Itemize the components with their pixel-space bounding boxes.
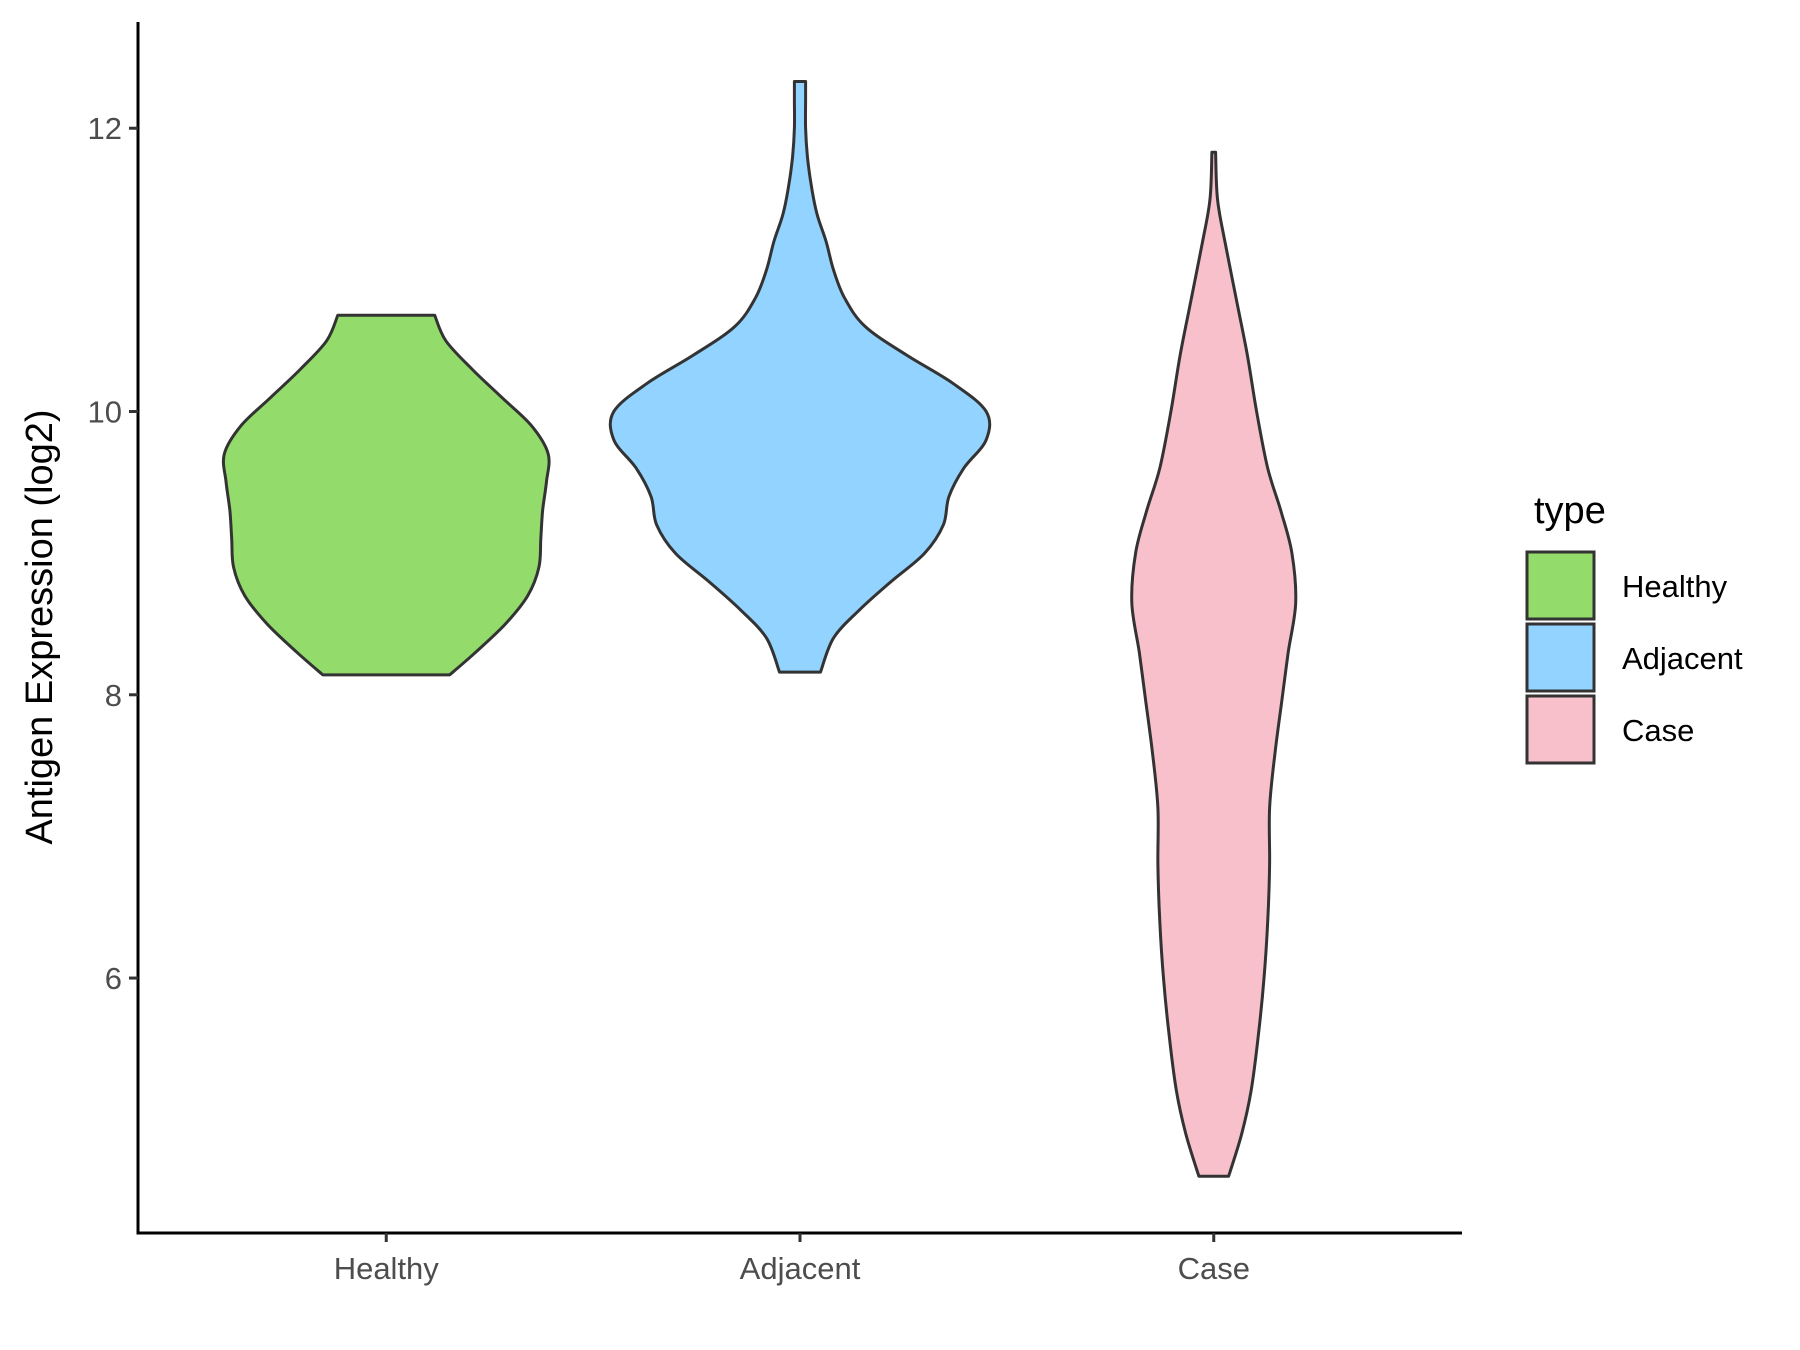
violin-case xyxy=(1130,150,1298,1178)
y-tick-label: 12 xyxy=(88,111,122,146)
violins-layer xyxy=(221,80,1298,1178)
violin-adjacent xyxy=(608,80,992,674)
y-tick-label: 8 xyxy=(105,678,122,713)
violin-healthy xyxy=(221,313,551,677)
legend-label: Adjacent xyxy=(1622,641,1743,676)
legend-key-healthy xyxy=(1525,550,1596,621)
legend-items: Healthy Adjacent Case xyxy=(1525,550,1743,765)
legend-key-adjacent xyxy=(1525,622,1596,693)
x-tick-label: Healthy xyxy=(334,1251,440,1286)
legend-label: Case xyxy=(1622,713,1694,748)
legend-key-case xyxy=(1525,694,1596,765)
legend-label: Healthy xyxy=(1622,569,1728,604)
x-tick-label: Case xyxy=(1178,1251,1250,1286)
y-tick-label: 10 xyxy=(88,395,122,430)
x-axis-ticks: Healthy Adjacent Case xyxy=(334,1233,1250,1286)
y-axis-title: Antigen Expression (log2) xyxy=(19,409,61,844)
x-tick-label: Adjacent xyxy=(740,1251,861,1286)
legend: type Healthy Adjacent Case xyxy=(1525,490,1743,765)
legend-title: type xyxy=(1534,490,1606,532)
y-tick-label: 6 xyxy=(105,961,122,996)
y-axis-ticks: 6 8 10 12 xyxy=(88,111,138,996)
